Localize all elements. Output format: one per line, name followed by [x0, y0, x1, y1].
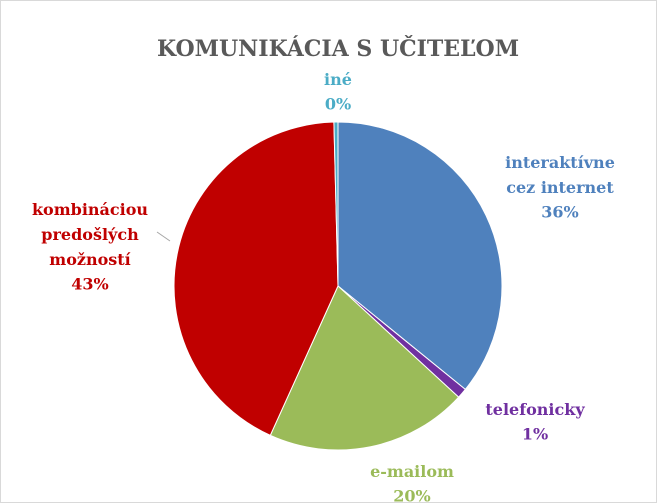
chart-title: KOMUNIKÁCIA S UČITEĽOM [157, 35, 519, 62]
slice-value-label: 36% [541, 203, 578, 222]
slice-value-label: 1% [522, 425, 548, 444]
slice-value-label: 0% [325, 95, 351, 114]
slice-value-label: 43% [71, 275, 108, 294]
pie-slice [337, 121, 503, 391]
slice-label: e-mailom [370, 462, 454, 481]
slice-label: telefonicky [485, 400, 585, 419]
slice-label: kombináciou predošlých možností [32, 200, 148, 269]
slice-label: interaktívne cez internet [505, 153, 615, 197]
pie-slice [333, 121, 339, 287]
slice-label: iné [324, 70, 352, 89]
pie-slice [269, 285, 460, 451]
pie-slice [173, 121, 339, 437]
slice-value-label: 20% [393, 487, 430, 503]
leader-line [156, 231, 171, 242]
